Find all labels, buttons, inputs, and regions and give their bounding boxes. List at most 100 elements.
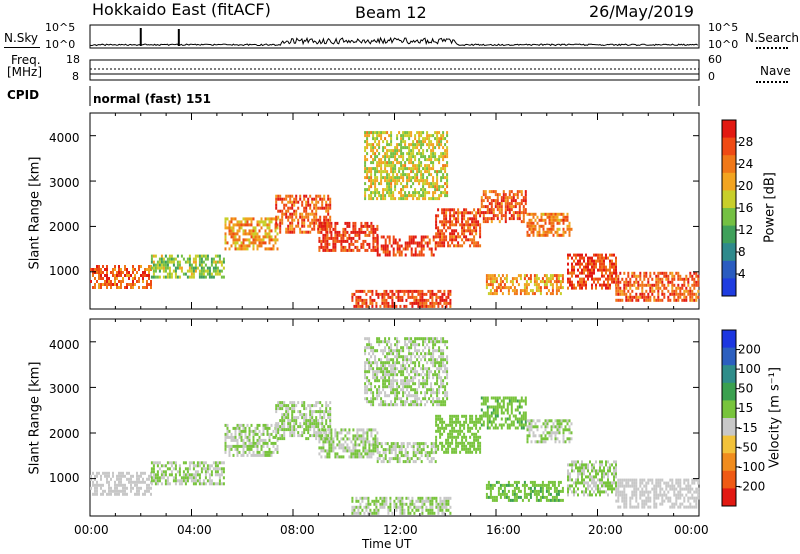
colorbar-tick-label: 15 xyxy=(738,401,753,415)
noise-ytick-top-right: 10^5 xyxy=(708,21,739,34)
colorbar-tick-label: -100 xyxy=(738,460,765,474)
colorbar-cell xyxy=(722,278,736,297)
colorbar-tick-label: 200 xyxy=(738,343,761,357)
power-ylabel: Slant Range [km] xyxy=(27,156,43,270)
cpid-strip xyxy=(90,86,699,106)
echo-band-0 xyxy=(90,471,152,496)
nave-legend xyxy=(756,81,788,83)
colorbar-cell xyxy=(722,488,736,507)
noise-search-label: N.Search xyxy=(745,31,800,45)
freq-ytick-bottom: 8 xyxy=(72,70,79,83)
power-ytick-2000: 2000 xyxy=(49,220,80,234)
colorbar-tick-label: 8 xyxy=(738,245,746,259)
velocity-ytick-4000: 4000 xyxy=(49,338,80,352)
colorbar-cell xyxy=(722,137,736,156)
nave-label: Nave xyxy=(760,64,791,78)
noise-sky-label: N.Sky xyxy=(4,31,39,45)
echo-band-7 xyxy=(480,190,527,224)
echo-band-12 xyxy=(485,480,564,502)
echo-band-13 xyxy=(364,337,449,407)
echo-cells xyxy=(90,131,700,308)
echo-band-10 xyxy=(615,478,700,509)
nave-ytick-bottom: 0 xyxy=(708,70,715,83)
colorbar-tick-label: 28 xyxy=(738,135,753,149)
colorbar-tick-label: 12 xyxy=(738,223,753,237)
noise-sky-trace xyxy=(89,36,699,47)
colorbar-cell xyxy=(722,418,736,437)
colorbar-cell xyxy=(722,243,736,262)
colorbar-tick-label: 100 xyxy=(738,362,761,376)
colorbar-tick-label: -50 xyxy=(738,440,758,454)
noise-sky-underline xyxy=(4,47,40,48)
freq-label-line2: [MHz] xyxy=(7,65,43,79)
echo-band-4 xyxy=(318,221,379,252)
noise-ytick-top-left: 10^5 xyxy=(45,21,76,34)
velocity-ylabel: Slant Range [km] xyxy=(27,361,43,475)
echo-band-6 xyxy=(435,414,482,454)
power-ytick-1000: 1000 xyxy=(49,264,80,278)
colorbar-cell xyxy=(722,347,736,366)
colorbar-cell xyxy=(722,400,736,419)
power-colorbar-label: Power [dB] xyxy=(762,172,778,243)
colorbars: 4 8 12 16 20 24 28 200 100 50 15 -15 -50 -100 -200 xyxy=(721,119,765,507)
cpid-value: normal (fast) 151 xyxy=(93,92,211,106)
colorbar-tick-label: 16 xyxy=(738,201,753,215)
echo-band-12 xyxy=(485,274,564,296)
echo-band-5 xyxy=(376,442,437,464)
xtick-1200: 12:00 xyxy=(383,523,418,537)
echo-band-2 xyxy=(224,423,279,457)
echo-band-13 xyxy=(364,131,449,201)
echo-band-10 xyxy=(615,271,700,302)
colorbar-cell xyxy=(722,172,736,191)
colorbar-cell xyxy=(722,225,736,244)
colorbar-cell xyxy=(722,435,736,454)
noise-panel xyxy=(89,24,700,49)
colorbar-tick-label: -200 xyxy=(738,479,765,493)
power-panel xyxy=(89,112,700,310)
echo-band-2 xyxy=(224,217,279,251)
velocity-ytick-1000: 1000 xyxy=(49,471,80,485)
colorbar-tick-label: -15 xyxy=(738,421,758,435)
power-ytick-4000: 4000 xyxy=(49,131,80,145)
echo-band-11 xyxy=(351,496,452,515)
xtick-2000: 20:00 xyxy=(588,523,623,537)
echo-band-0 xyxy=(90,265,152,289)
xtick-0800: 08:00 xyxy=(280,523,315,537)
frequency-panel xyxy=(89,59,700,106)
noise-frame xyxy=(89,24,700,49)
power-ytick-3000: 3000 xyxy=(49,176,80,190)
xtick-0000: 00:00 xyxy=(74,523,109,537)
freq-frame xyxy=(89,59,700,81)
velocity-ytick-2000: 2000 xyxy=(49,427,80,441)
freq-label-line1: Freq. xyxy=(11,53,41,67)
echo-band-8 xyxy=(526,212,573,237)
echo-band-6 xyxy=(435,208,482,248)
cpid-label: CPID xyxy=(7,88,40,102)
colorbar-tick-label: 24 xyxy=(738,157,753,171)
colorbar-tick-label: 20 xyxy=(738,179,753,193)
freq-ytick-top: 18 xyxy=(66,53,80,66)
echo-band-3 xyxy=(275,401,332,441)
echo-band-9 xyxy=(567,460,617,497)
echo-cells xyxy=(90,337,700,515)
echo-band-9 xyxy=(567,253,617,290)
colorbar-cell xyxy=(722,190,736,209)
colorbar-tick-label: 50 xyxy=(738,382,753,396)
echo-band-8 xyxy=(526,419,573,444)
colorbar-cell xyxy=(722,260,736,279)
noise-ytick-bottom-right: 10^0 xyxy=(708,38,739,51)
station-title: Hokkaido East (fitACF) xyxy=(92,0,271,19)
velocity-ytick-3000: 3000 xyxy=(49,382,80,396)
echo-band-5 xyxy=(376,235,437,257)
echo-band-4 xyxy=(318,428,379,459)
echo-band-11 xyxy=(351,289,452,308)
colorbar-cell xyxy=(722,155,736,174)
noise-ytick-bottom-left: 10^0 xyxy=(45,38,76,51)
echo-band-1 xyxy=(150,254,225,279)
xtick-1600: 16:00 xyxy=(486,523,521,537)
velocity-colorbar-label: Velocity [m s⁻¹] xyxy=(767,367,783,468)
echo-band-7 xyxy=(480,396,527,430)
noise-search-legend xyxy=(756,47,788,49)
colorbar-cell xyxy=(722,382,736,401)
